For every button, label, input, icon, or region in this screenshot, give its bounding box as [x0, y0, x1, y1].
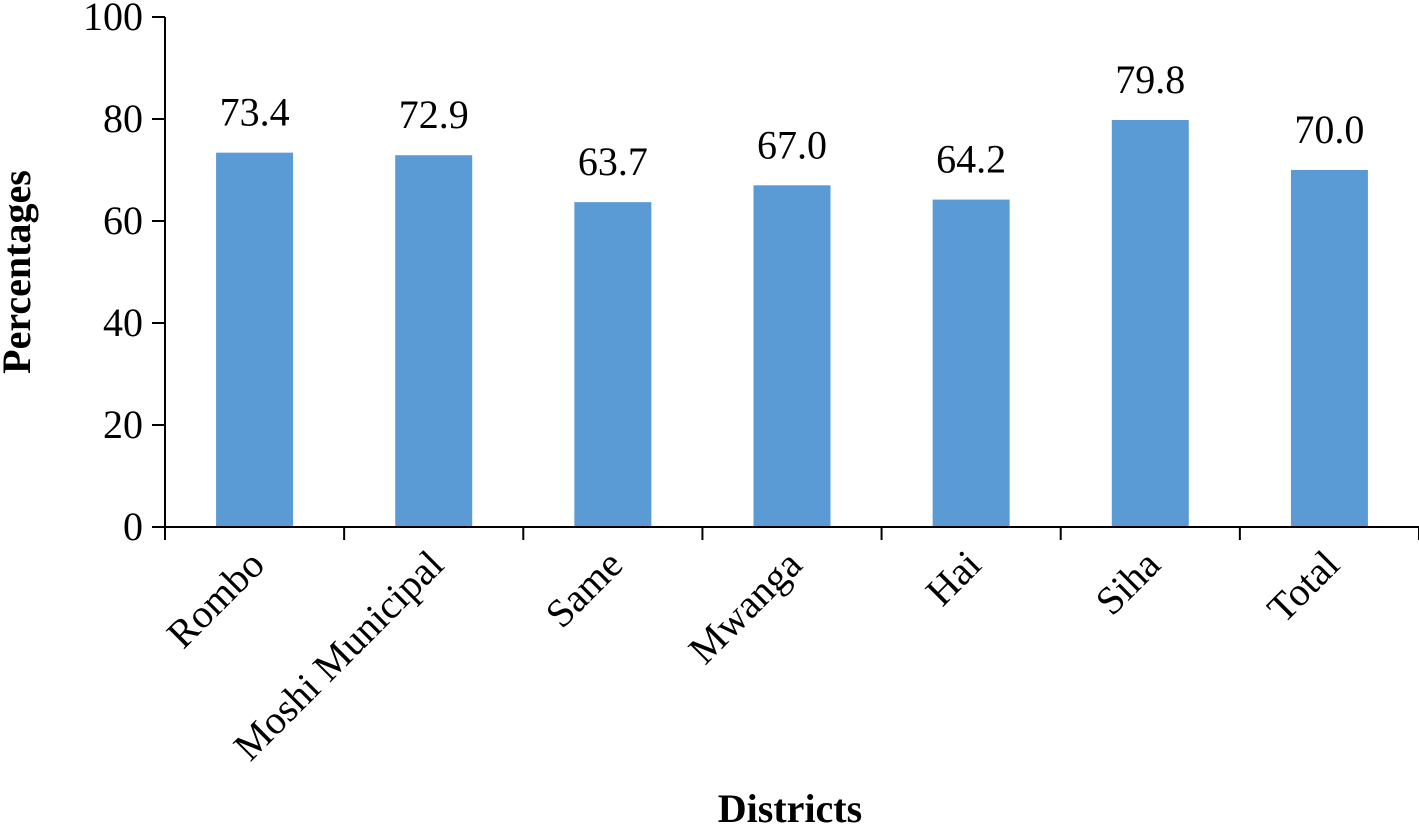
- data-label: 73.4: [220, 90, 290, 135]
- x-tick-label: Mwanga: [680, 541, 811, 672]
- y-tick-label: 100: [83, 0, 143, 39]
- bar: [574, 202, 652, 527]
- bar: [1111, 120, 1189, 528]
- x-tick-label: Siha: [1087, 541, 1169, 623]
- data-label: 63.7: [578, 139, 648, 184]
- x-tick-label: Rombo: [158, 542, 273, 657]
- y-tick-label: 60: [103, 198, 143, 243]
- x-axis-label: Districts: [718, 786, 862, 824]
- data-label: 70.0: [1294, 107, 1364, 152]
- x-axis-ticks: [164, 527, 1419, 540]
- x-tick-label: Hai: [917, 542, 990, 615]
- bar: [1290, 170, 1368, 527]
- data-label: 79.8: [1115, 57, 1185, 102]
- data-labels: 73.4 72.9 63.7 67.0 64.2 79.8 70.0: [220, 57, 1365, 184]
- data-label: 64.2: [936, 137, 1006, 182]
- y-axis-label: Percentages: [0, 170, 39, 374]
- bar: [216, 152, 294, 527]
- y-tick-label: 40: [103, 300, 143, 345]
- y-tick-label: 0: [123, 504, 143, 549]
- bar: [932, 199, 1010, 527]
- bar: [395, 155, 473, 527]
- x-tick-label: Total: [1258, 542, 1348, 632]
- y-tick-label: 80: [103, 96, 143, 141]
- data-label: 72.9: [399, 92, 469, 137]
- data-label: 67.0: [757, 122, 827, 167]
- x-tick-label: Same: [537, 542, 632, 637]
- bars: [216, 120, 1368, 528]
- y-axis-ticks: 0 20 40 60 80 100: [83, 0, 165, 549]
- y-tick-label: 20: [103, 402, 143, 447]
- bar: [753, 185, 831, 528]
